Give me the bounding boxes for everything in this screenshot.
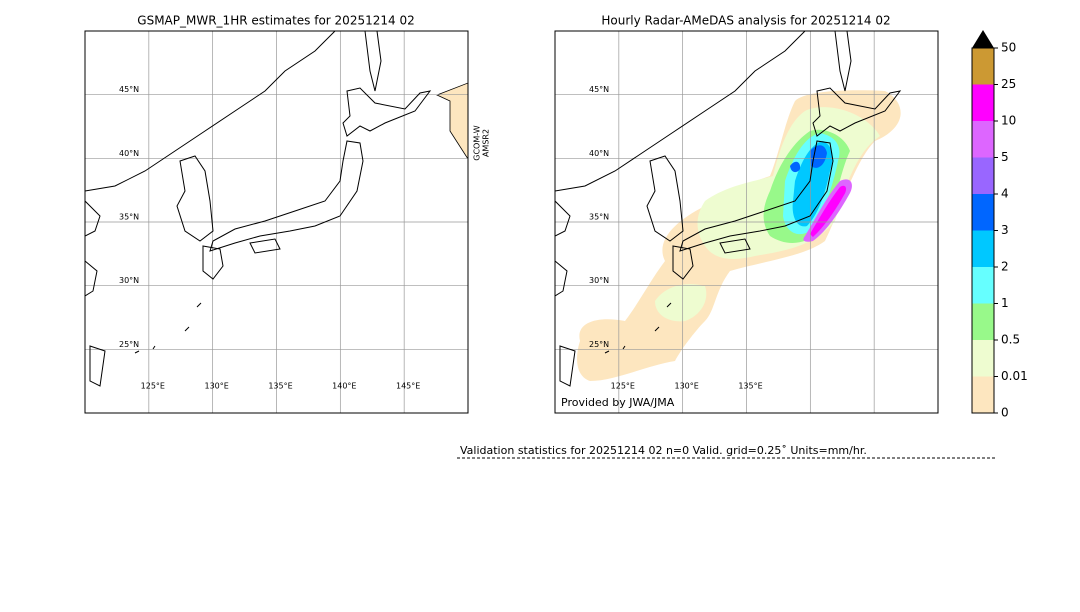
lon-label: 125°E	[141, 382, 165, 391]
colorbar-label: 3	[1001, 223, 1009, 237]
lat-label: 30°N	[119, 276, 139, 285]
lat-label: 35°N	[589, 213, 609, 222]
map-panel: GSMAP_MWR_1HR estimates for 20251214 02 …	[84, 14, 491, 414]
lon-label: 145°E	[396, 382, 420, 391]
colorbar-segment	[972, 84, 994, 121]
lat-label: 40°N	[589, 149, 609, 158]
rain-field	[577, 90, 901, 381]
satellite-label: AMSR2	[482, 129, 491, 157]
lat-label: 45°N	[119, 85, 139, 94]
colorbar-label: 10	[1001, 114, 1016, 128]
colorbar-label: 1	[1001, 296, 1009, 310]
colorbar-segment	[972, 230, 994, 267]
colorbar-label: 50	[1001, 41, 1016, 55]
lat-label: 45°N	[589, 85, 609, 94]
colorbar-segment	[972, 376, 994, 413]
colorbar-segment	[972, 194, 994, 231]
lon-label: 140°E	[332, 382, 356, 391]
map-frame	[554, 30, 939, 414]
colorbar-segment	[972, 157, 994, 194]
map-frame	[84, 30, 469, 414]
colorbar-segment	[972, 48, 994, 85]
colorbar-extend	[972, 30, 994, 48]
rain-area	[810, 185, 847, 237]
lon-label: 130°E	[675, 382, 699, 391]
lat-label: 25°N	[119, 340, 139, 349]
lon-label: 135°E	[738, 382, 762, 391]
lon-label: 135°E	[268, 382, 292, 391]
colorbar-label: 0.5	[1001, 333, 1020, 347]
lat-label: 30°N	[589, 276, 609, 285]
colorbar-label: 4	[1001, 187, 1009, 201]
satellite-swath	[435, 82, 468, 160]
colorbar-segment	[972, 121, 994, 158]
colorbar-label: 5	[1001, 150, 1009, 164]
lat-label: 25°N	[589, 340, 609, 349]
panel-title: Hourly Radar-AMeDAS analysis for 2025121…	[601, 14, 890, 28]
lat-label: 35°N	[119, 213, 139, 222]
lon-label: 125°E	[611, 382, 635, 391]
lat-label: 40°N	[119, 149, 139, 158]
rain-area	[790, 145, 827, 173]
colorbar-label: 25	[1001, 77, 1016, 91]
lon-label: 130°E	[205, 382, 229, 391]
colorbar-segment	[972, 267, 994, 304]
colorbar: 0 0.01 0.5 1 2 3 4 5 10 25 50	[971, 30, 1028, 420]
colorbar-label: 0	[1001, 406, 1009, 420]
rain-area	[655, 284, 707, 322]
satellite-label: GCOM-W	[473, 125, 482, 161]
colorbar-label: 0.01	[1001, 369, 1028, 383]
colorbar-segment	[972, 340, 994, 377]
map-panel: Hourly Radar-AMeDAS analysis for 2025121…	[554, 14, 939, 414]
validation-stats: Validation statistics for 20251214 02 n=…	[460, 444, 867, 457]
colorbar-label: 2	[1001, 260, 1009, 274]
credit: Provided by JWA/JMA	[561, 396, 675, 409]
colorbar-segment	[972, 303, 994, 340]
panel-title: GSMAP_MWR_1HR estimates for 20251214 02	[137, 14, 414, 28]
